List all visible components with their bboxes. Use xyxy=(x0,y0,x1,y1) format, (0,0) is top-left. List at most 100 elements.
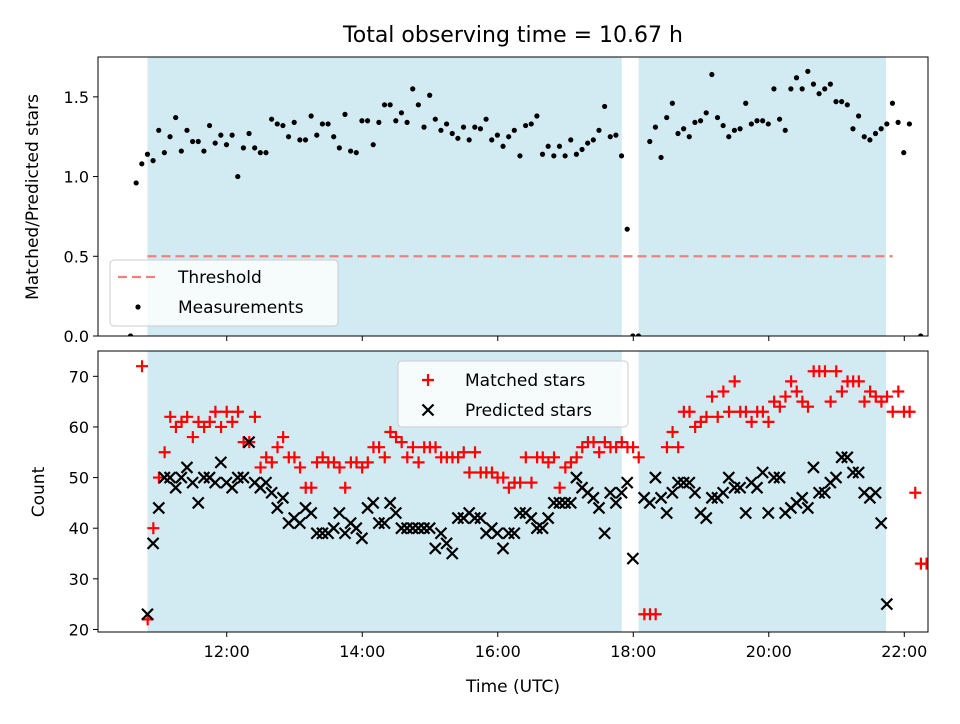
predicted-stars-point xyxy=(225,481,239,494)
predicted-stars-point xyxy=(530,521,544,535)
predicted-stars-point xyxy=(445,547,459,560)
matched-stars-point xyxy=(886,405,899,418)
matched-stars-point xyxy=(785,375,798,388)
top-legend: Threshold Measurements xyxy=(109,259,339,327)
measurements-point xyxy=(760,118,766,124)
measurements-point xyxy=(528,121,534,127)
legend-matched-stars-label: Matched stars xyxy=(465,371,585,391)
predicted-stars-point xyxy=(175,471,188,484)
measurements-point xyxy=(500,143,506,149)
matched-stars-point xyxy=(672,441,685,454)
measurements-point xyxy=(494,132,500,138)
bottom-y-axis-label: Count xyxy=(29,466,49,517)
matched-stars-point xyxy=(892,385,905,398)
measurements-point xyxy=(816,91,822,97)
bottom-y-tick-label: 60 xyxy=(69,418,89,437)
predicted-stars-point xyxy=(852,466,865,479)
measurements-point xyxy=(613,132,619,138)
legend-measurements-label: Measurements xyxy=(178,298,304,318)
matched-stars-point xyxy=(553,481,566,494)
matched-stars-point xyxy=(395,436,408,449)
measurements-point xyxy=(647,138,653,145)
matched-stars-point xyxy=(717,385,730,398)
matched-stars-point xyxy=(587,436,600,449)
measurements-point xyxy=(195,138,201,145)
measurements-point xyxy=(788,86,794,92)
measurements-point xyxy=(167,134,173,140)
measurements-point xyxy=(393,118,399,124)
measurements-point xyxy=(568,137,574,143)
predicted-stars-point xyxy=(270,501,284,515)
matched-stars-point xyxy=(277,431,290,444)
measurements-point xyxy=(178,148,184,154)
matched-stars-point xyxy=(666,426,679,439)
measurements-point xyxy=(573,151,579,157)
matched-stars-point xyxy=(215,420,228,433)
predicted-stars-point xyxy=(841,451,854,464)
predicted-stars-point xyxy=(660,506,673,520)
top-panel: 0.0 0.5 1.0 1.5 Threshold Measurements xyxy=(64,56,929,346)
predicted-stars-point xyxy=(180,461,194,474)
x-tick-label: 16:00 xyxy=(475,642,521,661)
matched-stars-point xyxy=(852,375,865,388)
matched-stars-point xyxy=(824,395,837,408)
predicted-stars-point xyxy=(756,466,769,479)
measurements-point xyxy=(889,100,896,106)
predicted-stars-point xyxy=(412,521,425,535)
matched-stars-point xyxy=(762,415,775,428)
measurements-point xyxy=(477,126,484,132)
predicted-stars-point xyxy=(423,521,436,535)
measurements-point xyxy=(590,137,596,143)
predicted-stars-point xyxy=(598,526,611,540)
top-legend-box xyxy=(109,259,339,327)
matched-stars-point xyxy=(186,431,199,444)
matched-stars-point xyxy=(920,557,928,570)
matched-stars-point xyxy=(361,456,374,469)
predicted-stars-point xyxy=(316,526,329,540)
measurements-point xyxy=(285,134,292,140)
predicted-stars-point xyxy=(242,435,256,449)
predicted-stars-point xyxy=(186,476,199,489)
predicted-stars-point xyxy=(146,537,160,550)
predicted-stars-point xyxy=(671,476,685,489)
measurements-point xyxy=(331,134,337,140)
measurements-point xyxy=(235,173,241,180)
measurements-point xyxy=(353,150,359,156)
predicted-stars-point xyxy=(615,486,628,500)
measurements-point xyxy=(410,86,416,92)
x-tick-label: 22:00 xyxy=(881,642,927,661)
predicted-stars-point xyxy=(722,471,736,484)
matched-stars-point xyxy=(271,441,284,454)
predicted-stars-point xyxy=(293,516,307,530)
legend-predicted-stars-label: Predicted stars xyxy=(465,401,592,421)
bottom-y-tick-label: 70 xyxy=(69,367,89,386)
measurements-point xyxy=(404,119,410,125)
predicted-stars-point xyxy=(304,506,318,520)
measurements-point xyxy=(776,116,783,122)
measurements-point xyxy=(545,143,551,149)
measurements-point xyxy=(427,92,433,98)
predicted-stars-point xyxy=(654,491,668,505)
matched-stars-point xyxy=(164,410,177,423)
measurements-point xyxy=(150,158,156,164)
figure-title: Total observing time = 10.67 h xyxy=(342,23,683,48)
matched-stars-point xyxy=(739,405,752,418)
x-tick-label: 20:00 xyxy=(746,642,792,661)
matched-stars-point xyxy=(802,400,815,413)
predicted-stars-point xyxy=(750,481,764,494)
measurements-point xyxy=(364,118,371,124)
predicted-stars-point xyxy=(276,491,290,505)
matched-stars-point xyxy=(463,466,476,479)
measurements-point xyxy=(127,333,134,336)
matched-stars-point xyxy=(158,446,171,459)
predicted-stars-point xyxy=(880,597,894,611)
bottom-axes-frame xyxy=(97,350,929,633)
matched-stars-point xyxy=(373,441,386,454)
measurements-point xyxy=(765,121,771,127)
measurements-point xyxy=(269,116,275,122)
top-axes-frame xyxy=(97,56,929,337)
matched-stars-point xyxy=(525,476,538,489)
predicted-stars-point xyxy=(564,496,578,510)
matched-stars-point xyxy=(835,385,848,398)
matched-stars-point xyxy=(790,385,803,398)
